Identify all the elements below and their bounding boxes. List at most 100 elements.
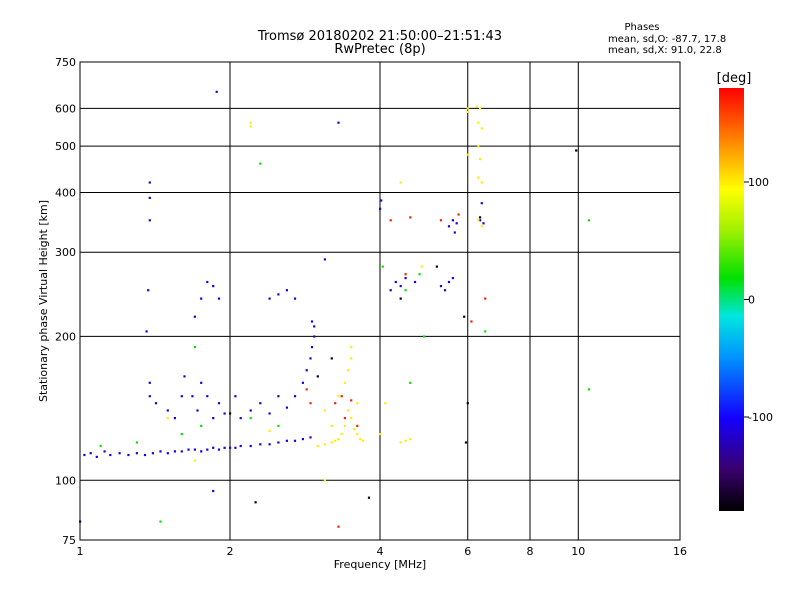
data-point	[249, 409, 252, 412]
data-point	[268, 443, 271, 446]
data-point	[389, 219, 392, 222]
data-point	[217, 297, 221, 300]
data-point	[477, 121, 480, 124]
data-point	[480, 127, 483, 130]
data-point	[166, 409, 169, 412]
data-point	[323, 258, 326, 261]
data-point	[305, 369, 308, 372]
data-point	[409, 381, 412, 384]
stats-x-line: mean, sd,X: 91.0, 22.8	[608, 45, 722, 56]
data-point	[301, 381, 304, 384]
colorbar-tick-label: 0	[748, 294, 755, 307]
data-point	[343, 417, 346, 420]
data-point	[268, 429, 271, 432]
data-point	[206, 395, 209, 398]
data-point	[293, 297, 297, 300]
data-point	[159, 520, 162, 523]
data-point	[234, 395, 237, 398]
data-point	[212, 285, 215, 288]
data-point	[350, 357, 353, 360]
data-point	[475, 105, 478, 108]
data-point	[477, 219, 480, 222]
data-point	[293, 439, 297, 442]
data-point	[447, 280, 451, 284]
data-point	[173, 417, 176, 420]
data-point	[399, 181, 402, 184]
data-points	[79, 90, 590, 528]
data-point	[435, 265, 438, 268]
data-point	[254, 501, 257, 504]
data-point	[277, 395, 280, 398]
data-point	[466, 107, 469, 110]
data-point	[367, 496, 371, 499]
data-point	[305, 388, 308, 391]
data-point	[350, 399, 353, 402]
x-axis-label: Frequency [MHz]	[334, 558, 426, 571]
data-point	[479, 219, 482, 222]
x-tick-labels: 1 2 4 6 8 10 16	[77, 545, 688, 558]
data-point	[193, 448, 196, 451]
data-point	[337, 525, 340, 528]
data-point	[381, 265, 384, 268]
data-point	[439, 219, 443, 222]
data-point	[389, 289, 392, 292]
data-point	[200, 424, 203, 427]
data-point	[384, 402, 387, 405]
data-point	[404, 439, 407, 442]
data-point	[313, 335, 316, 338]
data-point	[277, 441, 280, 444]
data-point	[575, 149, 578, 152]
data-point	[399, 297, 402, 300]
data-point	[173, 450, 176, 453]
data-point	[259, 162, 262, 165]
data-point	[479, 158, 482, 161]
data-point	[480, 181, 483, 184]
colorbar	[719, 88, 744, 511]
data-point	[285, 289, 288, 292]
data-point	[109, 453, 112, 457]
data-point	[347, 409, 350, 412]
data-point	[249, 125, 252, 128]
data-point	[293, 395, 297, 398]
data-point	[399, 285, 402, 288]
data-point	[99, 444, 102, 448]
data-point	[464, 441, 468, 444]
data-point	[356, 424, 359, 427]
data-point	[212, 446, 215, 449]
data-point	[148, 219, 151, 222]
data-point	[482, 222, 485, 225]
data-point	[196, 409, 199, 412]
data-point	[343, 381, 346, 384]
data-point	[394, 280, 397, 284]
data-point	[347, 369, 350, 372]
data-point	[337, 395, 340, 398]
y-tick-label: 500	[55, 140, 76, 153]
y-tick-label: 100	[55, 474, 76, 487]
data-point	[356, 433, 359, 436]
data-point	[359, 438, 362, 441]
data-point	[457, 213, 460, 216]
data-point	[180, 433, 183, 436]
x-tick-label: 10	[571, 545, 585, 558]
data-point	[206, 448, 209, 451]
data-point	[148, 181, 151, 184]
data-point	[340, 395, 343, 398]
data-point	[277, 293, 280, 296]
data-point	[399, 441, 402, 444]
data-point	[183, 375, 186, 378]
colorbar-ticks: 100 0 -100	[744, 176, 773, 424]
data-point	[309, 357, 312, 360]
x-tick-label: 16	[673, 545, 687, 558]
data-point	[268, 297, 271, 300]
data-point	[145, 330, 148, 333]
data-point	[159, 450, 162, 453]
data-point	[89, 452, 92, 455]
stats-o-line: mean, sd,O: -87.7, 17.8	[608, 34, 726, 45]
data-point	[413, 280, 417, 284]
data-point	[206, 280, 209, 284]
data-point	[259, 443, 262, 446]
data-point	[420, 265, 423, 268]
data-point	[200, 450, 203, 453]
data-point	[484, 297, 487, 300]
data-point	[362, 439, 365, 442]
